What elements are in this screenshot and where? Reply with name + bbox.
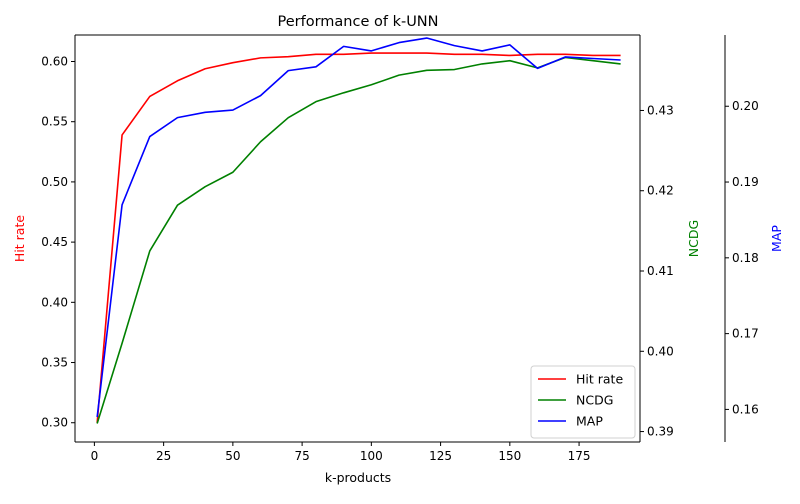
legend: Hit rate NCDG MAP: [530, 365, 636, 439]
legend-label: NCDG: [576, 393, 613, 408]
x-tick-label: 0: [91, 449, 99, 463]
legend-box: [530, 365, 636, 439]
ncdg-tick-label: 0.42: [647, 184, 674, 198]
chart-title: Performance of k-UNN: [277, 14, 438, 30]
map-axis-title: MAP: [769, 225, 784, 252]
ncdg-tick-label: 0.40: [647, 344, 674, 358]
ncdg-tick-label: 0.43: [647, 103, 674, 117]
series-line-hit-rate: [96, 52, 621, 423]
x-tick-label: 100: [360, 449, 383, 463]
hit-tick-label: 0.30: [41, 416, 68, 430]
axes: 0 25 50 75 100 125 150 175 0.30 0.35 0.40 0.45 0.50 0…: [12, 34, 784, 463]
map-tick-label: 0.20: [732, 99, 759, 113]
plot-area: [96, 37, 621, 424]
x-tick-label: 150: [498, 449, 521, 463]
hit-tick-label: 0.45: [41, 235, 68, 249]
map-tick-label: 0.19: [732, 175, 759, 189]
ncdg-tick-label: 0.41: [647, 264, 674, 278]
x-tick-label: 25: [156, 449, 171, 463]
hit-axis-title: Hit rate: [12, 215, 27, 262]
map-tick-label: 0.17: [732, 327, 759, 341]
series-line-ncdg: [96, 56, 621, 424]
map-tick-label: 0.18: [732, 251, 759, 265]
x-axis-title: k-products: [325, 470, 391, 485]
hit-tick-label: 0.55: [41, 115, 68, 129]
ncdg-axis-title: NCDG: [686, 220, 701, 257]
legend-label: MAP: [576, 414, 603, 429]
hit-tick-label: 0.60: [41, 54, 68, 68]
hit-tick-label: 0.35: [41, 356, 68, 370]
x-tick-label: 175: [568, 449, 591, 463]
series-line-map: [96, 37, 621, 418]
x-tick-label: 75: [294, 449, 309, 463]
map-tick-label: 0.16: [732, 402, 759, 416]
ncdg-tick-label: 0.39: [647, 425, 674, 439]
x-tick-label: 125: [429, 449, 452, 463]
hit-tick-label: 0.40: [41, 295, 68, 309]
x-tick-label: 50: [225, 449, 240, 463]
hit-tick-label: 0.50: [41, 175, 68, 189]
legend-label: Hit rate: [576, 372, 623, 387]
